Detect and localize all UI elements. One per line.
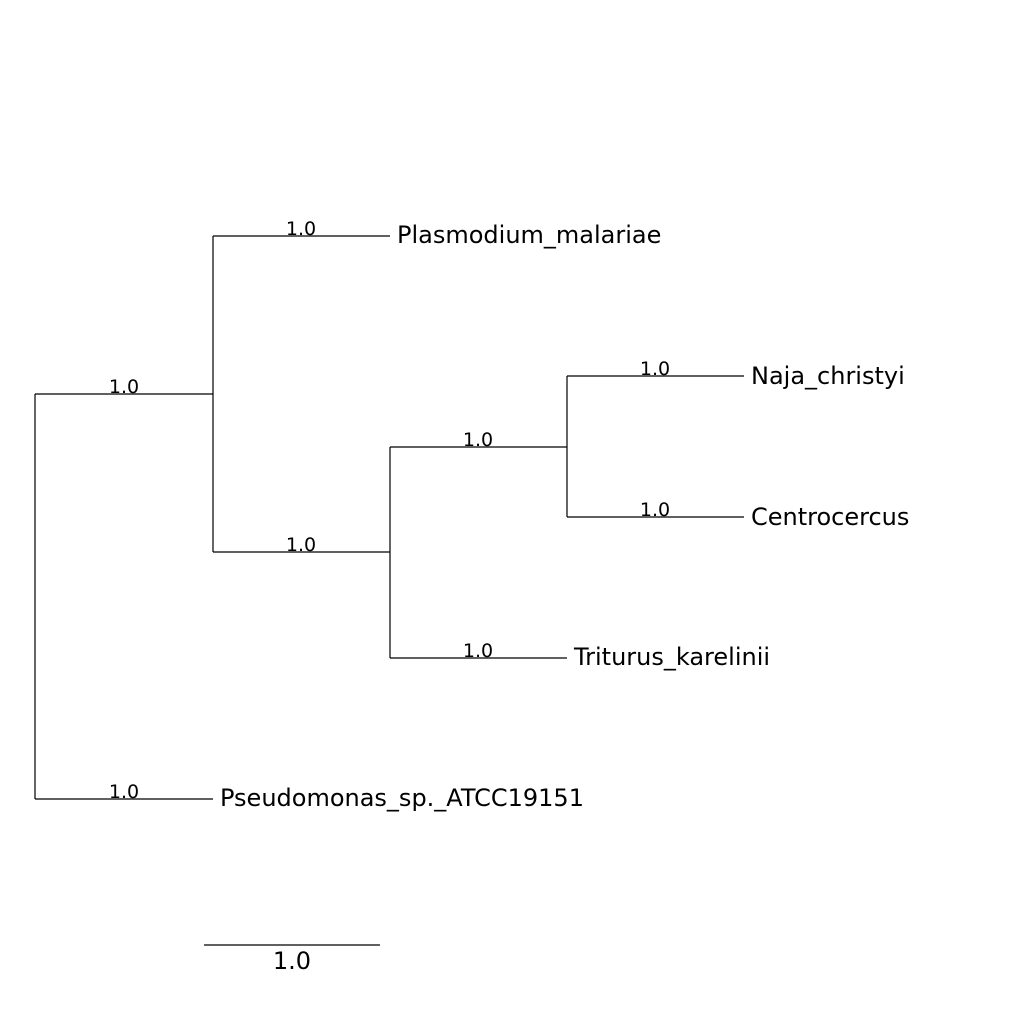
support-value-plasmodium: 1.0 (286, 218, 316, 240)
scale-bar-label: 1.0 (273, 947, 311, 975)
support-value-pseudomonas: 1.0 (109, 781, 139, 803)
leaf-label-centrocercus: Centrocercus (751, 503, 909, 531)
leaf-label-plasmodium: Plasmodium_malariae (397, 221, 661, 249)
support-value-triturus: 1.0 (463, 640, 493, 662)
leaf-label-pseudomonas: Pseudomonas_sp._ATCC19151 (220, 784, 584, 812)
support-value-naja: 1.0 (640, 358, 670, 380)
support-value-clade-all-but-pseudomonas: 1.0 (109, 376, 139, 398)
support-value-clade-naja-centrocercus: 1.0 (463, 429, 493, 451)
support-value-clade-vertebrates: 1.0 (286, 534, 316, 556)
leaf-label-triturus: Triturus_karelinii (573, 643, 770, 671)
support-value-centrocercus: 1.0 (640, 499, 670, 521)
leaf-label-naja: Naja_christyi (751, 362, 905, 390)
